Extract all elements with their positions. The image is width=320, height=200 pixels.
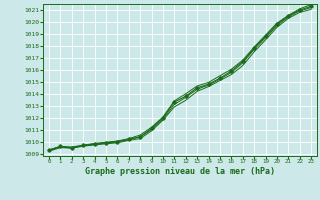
X-axis label: Graphe pression niveau de la mer (hPa): Graphe pression niveau de la mer (hPa): [85, 167, 275, 176]
